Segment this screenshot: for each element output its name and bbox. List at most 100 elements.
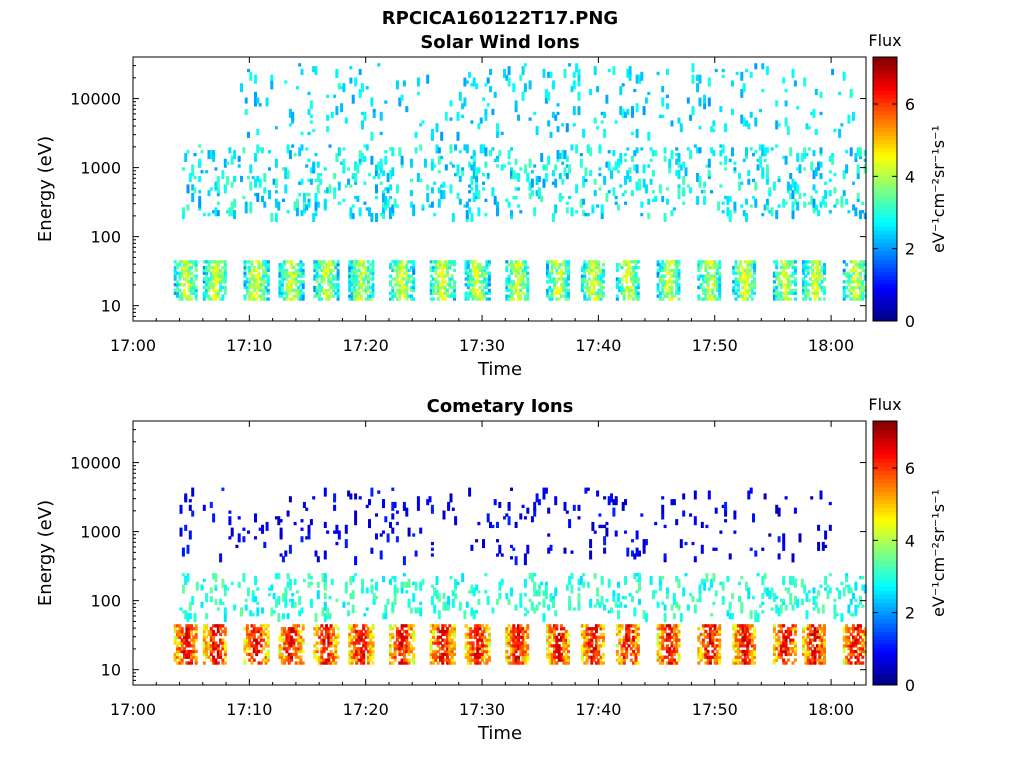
heatmap-cell-sw-1994	[233, 150, 236, 159]
heatmap-cell-sw-2458	[664, 213, 667, 222]
heatmap-cell-sw-2276	[484, 147, 487, 156]
heatmap-cell-sw-1524	[714, 295, 717, 298]
heatmap-cell-sw-2261	[475, 182, 478, 185]
heatmap-cell-sw-1419	[671, 297, 674, 300]
heatmap-cell-sw-854	[453, 295, 456, 298]
heatmap-cell-com-925	[488, 639, 491, 642]
heatmap-cell-sw-2672	[857, 164, 860, 173]
colorbar-swatch	[873, 230, 897, 235]
heatmap-cell-sw-1019	[515, 275, 518, 278]
heatmap-cell-sw-311	[267, 269, 270, 272]
heatmap-cell-sw-1424	[671, 283, 674, 286]
heatmap-cell-com-1034	[526, 647, 529, 650]
heatmap-cell-sw-2388	[596, 204, 599, 207]
heatmap-cell-sw-2108	[342, 159, 345, 168]
heatmap-cell-sw-2361	[566, 156, 569, 162]
heatmap-cell-sw-1066	[524, 260, 527, 263]
heatmap-cell-sw-2013	[256, 193, 259, 202]
heatmap-cell-sw-2831	[564, 69, 567, 78]
heatmap-cell-sw-2481	[682, 187, 685, 196]
heatmap-cell-sw-512	[332, 269, 335, 272]
heatmap-cell-sw-2231	[457, 164, 460, 173]
heatmap-cell-sw-2505	[708, 159, 711, 165]
heatmap-cell-com-222	[251, 653, 254, 656]
heatmap-cell-sw-1835	[823, 277, 826, 280]
heatmap-cell-sw-2422	[626, 147, 629, 150]
heatmap-cell-sw-1738	[794, 289, 797, 292]
heatmap-cell-sw-2609	[796, 153, 799, 162]
heatmap-cell-com-973	[512, 624, 515, 627]
heatmap-cell-sw-2063	[305, 164, 308, 167]
heatmap-cell-com-551	[362, 659, 365, 662]
heatmap-cell-sw-1831	[823, 297, 826, 300]
heatmap-cell-sw-720	[405, 297, 408, 300]
heatmap-cell-sw-2942	[792, 69, 795, 78]
heatmap-cell-sw-1839	[823, 263, 826, 266]
heatmap-cell-com-1624	[753, 661, 756, 664]
heatmap-cell-sw-2887	[666, 95, 669, 98]
heatmap-cell-sw-89	[195, 289, 198, 292]
heatmap-cell-sw-651	[372, 269, 375, 272]
heatmap-cell-sw-2042	[287, 170, 290, 179]
heatmap-cell-sw-1296	[623, 295, 626, 298]
heatmap-cell-com-1135	[567, 650, 570, 653]
heatmap-cell-sw-2400	[608, 150, 611, 153]
heatmap-cell-sw-376	[292, 297, 295, 300]
heatmap-cell-sw-2876	[640, 72, 643, 81]
heatmap-cell-sw-2637	[820, 162, 823, 168]
heatmap-cell-sw-1855	[847, 295, 850, 298]
heatmap-cell-sw-1824	[818, 260, 821, 263]
heatmap-cell-sw-2117	[352, 204, 355, 207]
heatmap-cell-sw-1448	[678, 297, 681, 300]
heatmap-cell-sw-1816	[818, 297, 821, 300]
heatmap-cell-sw-2659	[845, 199, 848, 205]
heatmap-cell-com-703	[412, 630, 415, 633]
heatmap-cell-sw-2220	[445, 164, 448, 170]
heatmap-cell-sw-2596	[789, 147, 792, 156]
heatmap-cell-com-1324	[637, 647, 640, 650]
heatmap-cell-sw-645	[372, 289, 375, 292]
heatmap-cell-sw-2806	[522, 66, 525, 75]
heatmap-cell-sw-68	[190, 297, 193, 300]
heatmap-cell-sw-2049	[296, 207, 299, 216]
heatmap-cell-sw-2720	[331, 112, 334, 118]
heatmap-cell-sw-1168	[567, 277, 570, 280]
heatmap-cell-sw-2270	[482, 173, 485, 176]
heatmap-cell-sw-2589	[785, 202, 788, 205]
heatmap-cell-sw-203	[224, 260, 227, 263]
heatmap-cell-sw-2804	[519, 75, 522, 81]
heatmap-cell-com-601	[372, 624, 375, 627]
heatmap-cell-com-620	[394, 659, 397, 662]
heatmap-cell-sw-272	[258, 260, 261, 263]
heatmap-cell-sw-2785	[484, 109, 487, 115]
heatmap-cell-sw-95	[195, 263, 198, 266]
heatmap-cell-sw-304	[267, 297, 270, 300]
heatmap-cell-sw-1979	[221, 170, 224, 179]
heatmap-cell-sw-2374	[582, 199, 585, 205]
heatmap-cell-sw-2770	[459, 92, 462, 101]
heatmap-cell-sw-1125	[558, 297, 561, 300]
heatmap-cell-com-1243	[616, 650, 619, 653]
heatmap-cell-sw-1828	[821, 275, 824, 278]
heatmap-cell-sw-150	[214, 297, 217, 300]
heatmap-cell-sw-2082	[317, 202, 320, 208]
heatmap-cell-com-94	[195, 656, 198, 659]
y-tick-label: 100	[90, 228, 121, 247]
heatmap-cell-com-1037	[526, 633, 529, 636]
heatmap-cell-sw-93	[195, 269, 198, 272]
heatmap-cell-sw-2884	[661, 98, 664, 107]
heatmap-cell-sw-2646	[829, 179, 832, 182]
heatmap-cell-sw-1164	[567, 295, 570, 298]
heatmap-cell-sw-2530	[733, 167, 736, 170]
heatmap-cell-com-600	[372, 627, 375, 630]
heatmap-cell-com-814	[453, 633, 456, 636]
heatmap-cell-com-1843	[847, 659, 850, 662]
heatmap-cell-com-1520	[718, 639, 721, 642]
heatmap-cell-sw-2180	[396, 204, 399, 207]
heatmap-cell-sw-2223	[450, 144, 453, 153]
heatmap-cell-sw-1843	[843, 289, 846, 292]
heatmap-cell-sw-2278	[487, 173, 490, 176]
heatmap-cell-sw-684	[396, 275, 399, 278]
heatmap-cell-sw-1011	[512, 280, 515, 283]
